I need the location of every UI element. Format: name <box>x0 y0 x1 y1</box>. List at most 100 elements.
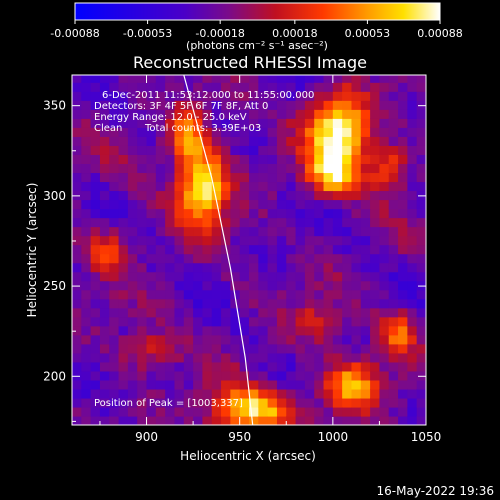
image-pixel <box>183 226 194 237</box>
image-pixel <box>370 334 381 345</box>
image-pixel <box>351 75 362 83</box>
image-pixel <box>146 199 157 210</box>
image-pixel <box>155 235 166 246</box>
image-pixel <box>258 75 269 83</box>
image-pixel <box>407 235 418 246</box>
image-pixel <box>314 325 325 336</box>
image-pixel <box>276 334 287 345</box>
image-pixel <box>72 370 82 381</box>
image-pixel <box>304 379 315 390</box>
image-pixel <box>342 280 353 291</box>
image-pixel <box>407 370 418 381</box>
image-pixel <box>230 100 241 110</box>
image-pixel <box>127 91 138 101</box>
image-pixel <box>146 325 157 336</box>
image-pixel <box>416 172 426 183</box>
image-pixel <box>295 307 306 318</box>
image-pixel <box>109 190 120 201</box>
image-pixel <box>332 253 343 264</box>
image-pixel <box>267 91 278 101</box>
image-pixel <box>118 352 129 363</box>
image-pixel <box>155 109 166 119</box>
image-pixel <box>370 388 381 399</box>
image-pixel <box>304 226 315 237</box>
image-pixel <box>90 307 101 318</box>
image-pixel <box>276 226 287 237</box>
image-pixel <box>174 388 185 399</box>
image-pixel <box>379 217 390 228</box>
image-pixel <box>351 226 362 237</box>
image-pixel <box>388 406 399 417</box>
image-pixel <box>174 244 185 255</box>
image-pixel <box>183 190 194 201</box>
image-pixel <box>155 217 166 228</box>
image-pixel <box>267 199 278 210</box>
image-pixel <box>174 397 185 408</box>
image-pixel <box>304 361 315 372</box>
image-pixel <box>258 379 269 390</box>
image-pixel <box>258 334 269 345</box>
image-pixel <box>295 262 306 273</box>
image-pixel <box>276 343 287 354</box>
image-pixel <box>193 145 204 155</box>
image-pixel <box>276 271 287 282</box>
image-pixel <box>211 334 222 345</box>
image-pixel <box>127 352 138 363</box>
image-pixel <box>193 181 204 192</box>
image-pixel <box>239 334 250 345</box>
image-pixel <box>99 145 110 155</box>
image-pixel <box>286 127 297 137</box>
image-pixel <box>314 298 325 309</box>
image-pixel <box>295 136 306 146</box>
image-pixel <box>72 388 82 399</box>
colorbar-tick-label: 0.00018 <box>272 27 318 40</box>
image-pixel <box>193 244 204 255</box>
image-pixel <box>398 262 408 273</box>
image-pixel <box>127 163 138 174</box>
image-pixel <box>99 82 110 92</box>
image-pixel <box>109 208 120 219</box>
image-pixel <box>239 316 250 327</box>
image-pixel <box>249 334 259 345</box>
image-pixel <box>146 145 157 155</box>
image-pixel <box>202 181 213 192</box>
image-pixel <box>342 325 353 336</box>
image-pixel <box>99 370 110 381</box>
image-pixel <box>72 109 82 119</box>
image-pixel <box>99 136 110 146</box>
image-pixel <box>416 100 426 110</box>
image-pixel <box>118 75 129 83</box>
image-pixel <box>127 127 138 137</box>
image-pixel <box>202 217 213 228</box>
image-pixel <box>351 181 362 192</box>
image-pixel <box>193 100 204 110</box>
image-pixel <box>332 91 343 101</box>
image-pixel <box>388 262 399 273</box>
image-pixel <box>286 379 297 390</box>
image-pixel <box>416 370 426 381</box>
image-pixel <box>127 154 138 164</box>
image-pixel <box>211 235 222 246</box>
image-pixel <box>323 199 334 210</box>
image-pixel <box>323 118 334 128</box>
image-pixel <box>146 190 157 201</box>
image-pixel <box>388 217 399 228</box>
image-pixel <box>193 370 204 381</box>
image-pixel <box>99 190 110 201</box>
image-pixel <box>332 352 343 363</box>
image-pixel <box>342 415 353 425</box>
image-pixel <box>155 244 166 255</box>
image-pixel <box>295 244 306 255</box>
x-tick-label: 950 <box>228 430 251 444</box>
image-pixel <box>286 172 297 183</box>
image-pixel <box>165 280 176 291</box>
image-pixel <box>137 118 148 128</box>
y-axis-label: Heliocentric Y (arcsec) <box>25 183 39 318</box>
image-pixel <box>90 100 101 110</box>
image-pixel <box>239 406 250 417</box>
image-pixel <box>99 181 110 192</box>
image-pixel <box>155 415 166 425</box>
image-pixel <box>407 334 418 345</box>
image-pixel <box>398 397 408 408</box>
image-pixel <box>304 217 315 228</box>
